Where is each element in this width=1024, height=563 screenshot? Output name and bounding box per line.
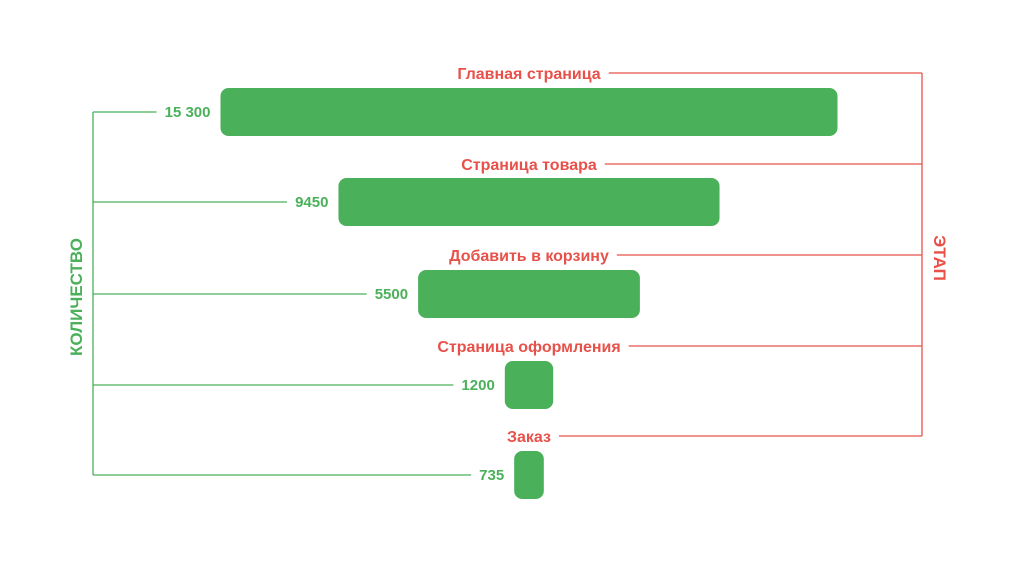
stage-label: Страница товара bbox=[461, 157, 597, 174]
stage-labels: Главная страница Страница товара Добавить … bbox=[437, 66, 620, 446]
quantity-bracket bbox=[92, 111, 472, 476]
value-label: 1200 bbox=[461, 377, 494, 394]
stage-bracket bbox=[558, 72, 923, 437]
value-label: 15 300 bbox=[165, 104, 211, 121]
value-labels: 15 300 9450 5500 1200 735 bbox=[165, 104, 505, 484]
funnel-bars bbox=[220, 88, 838, 499]
value-label: 5500 bbox=[375, 286, 408, 303]
value-label: 735 bbox=[479, 467, 504, 484]
stage-label: Добавить в корзину bbox=[449, 248, 609, 265]
funnel-bar bbox=[418, 270, 640, 318]
funnel-bar bbox=[338, 178, 720, 226]
funnel-bar bbox=[220, 88, 838, 136]
value-label: 9450 bbox=[295, 194, 328, 211]
funnel-bar bbox=[504, 361, 554, 409]
stage-axis-title: ЭТАП bbox=[930, 235, 949, 281]
stage-label: Заказ bbox=[507, 429, 551, 446]
y-axis-title: КОЛИЧЕСТВО bbox=[67, 238, 86, 356]
funnel-bar bbox=[514, 451, 544, 499]
stage-label: Страница оформления bbox=[437, 339, 620, 356]
stage-label: Главная страница bbox=[457, 66, 600, 83]
